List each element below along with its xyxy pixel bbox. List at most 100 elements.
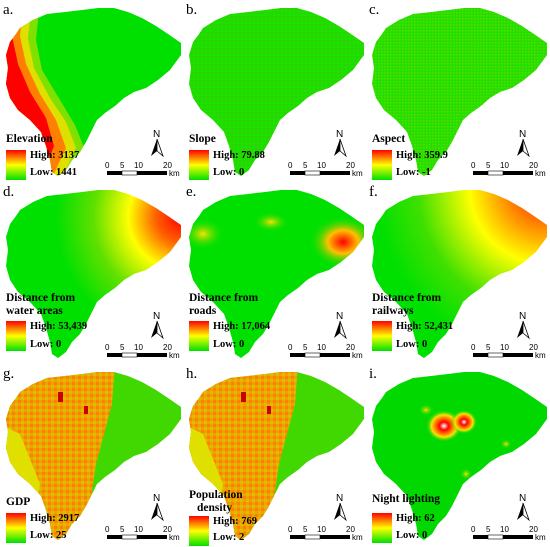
legend-title-line2: roads — [189, 305, 217, 317]
scale-tick: 5 — [120, 525, 125, 534]
panel-letter: d. — [3, 184, 15, 200]
panel-distance-railways: f. Distance from railways High: 52,431 L… — [366, 182, 549, 364]
legend-high: High: 52,431 — [396, 321, 454, 332]
legend-low: Low: -1 — [396, 167, 431, 178]
legend-low: Low: 0 — [396, 339, 428, 350]
legend-high: High: 79.88 — [213, 150, 265, 161]
scale-tick: 10 — [500, 161, 509, 170]
panel-letter: c. — [369, 2, 380, 18]
legend-high: High: 17,064 — [213, 321, 271, 332]
north-label: N — [336, 493, 343, 504]
scale-tick: 5 — [303, 525, 308, 534]
scale-unit: km — [169, 169, 180, 178]
north-label: N — [153, 311, 160, 322]
scale-bar: 0 5 10 20 km — [105, 161, 180, 178]
legend-title: GDP — [6, 496, 31, 508]
panel-letter: b. — [186, 2, 198, 18]
legend-title: Slope — [189, 133, 216, 145]
legend-color-ramp — [372, 150, 392, 180]
scale-tick: 0 — [288, 161, 293, 170]
scale-tick: 20 — [163, 161, 172, 170]
north-label: N — [519, 311, 526, 322]
legend-low: Low: 0 — [30, 339, 62, 350]
scale-tick: 5 — [303, 161, 308, 170]
scale-tick: 20 — [163, 343, 172, 352]
gdp-map — [6, 372, 181, 540]
scale-tick: 20 — [529, 161, 538, 170]
north-arrow-icon: N — [151, 493, 164, 522]
north-arrow-icon: N — [517, 493, 530, 522]
scale-unit: km — [535, 169, 546, 178]
scale-tick: 5 — [486, 161, 491, 170]
scale-bar: 0 5 10 20 km — [471, 343, 546, 360]
scale-tick: 5 — [486, 343, 491, 352]
scale-tick: 10 — [134, 161, 143, 170]
scale-unit: km — [352, 351, 363, 360]
scale-tick: 10 — [317, 525, 326, 534]
scale-bar: 0 5 10 20 km — [471, 161, 546, 178]
scale-tick: 5 — [303, 343, 308, 352]
legend-title-line2: water areas — [6, 305, 63, 317]
scale-tick: 10 — [317, 161, 326, 170]
scale-tick: 20 — [529, 525, 538, 534]
panel-letter: g. — [3, 366, 15, 382]
legend-low: Low: 0 — [213, 339, 245, 350]
panel-night-lighting: i. Night lighting High: 62 Low: 0 N 0 5 … — [366, 364, 549, 546]
legend-title: Aspect — [372, 133, 406, 145]
scale-tick: 20 — [346, 525, 355, 534]
scale-bar: 0 5 10 20 km — [105, 525, 180, 542]
legend-high: High: 53,439 — [30, 321, 88, 332]
slope-map — [189, 8, 364, 176]
panel-distance-roads: e. Distance from roads High: 17,064 Low:… — [183, 182, 366, 364]
north-label: N — [519, 493, 526, 504]
legend-color-ramp — [6, 150, 26, 180]
scale-tick: 20 — [346, 161, 355, 170]
legend-low: Low: 0 — [396, 530, 428, 541]
legend-color-ramp — [189, 150, 209, 180]
legend-color-ramp — [189, 321, 209, 351]
panel-distance-water: d. Distance from water areas High: 53,43… — [0, 182, 183, 364]
legend-title: Elevation — [6, 133, 53, 145]
panel-gdp: g. GDP High: 2917 Low: 25 N 0 5 10 20 km — [0, 364, 183, 546]
scale-unit: km — [169, 533, 180, 542]
legend-title-line2: density — [197, 502, 233, 514]
population-density-map — [189, 372, 364, 540]
legend-high: High: 769 — [213, 516, 258, 527]
scale-bar: 0 5 10 20 km — [288, 525, 363, 542]
legend-color-ramp — [6, 513, 26, 543]
scale-bar: 0 5 10 20 km — [105, 343, 180, 360]
scale-tick: 0 — [471, 161, 476, 170]
north-arrow-icon: N — [334, 493, 347, 522]
panel-letter: h. — [186, 366, 198, 382]
elevation-map — [6, 8, 181, 176]
distance-water-map — [6, 190, 181, 358]
legend-color-ramp — [189, 516, 209, 546]
north-label: N — [153, 129, 160, 140]
legend-title: Population — [189, 489, 243, 501]
panel-population-density: h. Population density High: 769 Low: 2 N… — [183, 364, 366, 546]
panel-aspect: c. Aspect High: 359.9 Low: -1 N 0 5 10 2… — [366, 0, 549, 182]
night-lighting-map — [372, 372, 547, 540]
scale-tick: 20 — [529, 343, 538, 352]
north-label: N — [336, 311, 343, 322]
legend-high: High: 62 — [396, 513, 435, 524]
scale-tick: 0 — [471, 525, 476, 534]
panel-elevation: a. Elevation High: 3137 Low: 1441 N 0 5 … — [0, 0, 183, 182]
north-arrow-icon: N — [334, 129, 347, 158]
scale-bar: 0 5 10 20 km — [288, 343, 363, 360]
scale-tick: 0 — [288, 343, 293, 352]
legend-color-ramp — [372, 513, 392, 543]
north-arrow-icon: N — [151, 311, 164, 340]
scale-unit: km — [352, 169, 363, 178]
legend-low: Low: 1441 — [30, 167, 77, 178]
scale-tick: 0 — [288, 525, 293, 534]
north-label: N — [336, 129, 343, 140]
legend-color-ramp — [372, 321, 392, 351]
scale-unit: km — [535, 533, 546, 542]
distance-railways-map — [372, 190, 547, 358]
scale-tick: 20 — [163, 525, 172, 534]
north-arrow-icon: N — [517, 311, 530, 340]
scale-bar: 0 5 10 20 km — [288, 161, 363, 178]
legend-low: Low: 0 — [213, 167, 245, 178]
scale-unit: km — [352, 533, 363, 542]
